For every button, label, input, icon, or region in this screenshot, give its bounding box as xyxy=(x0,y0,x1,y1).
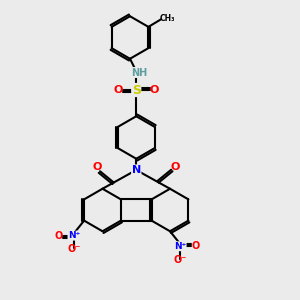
Text: N⁺: N⁺ xyxy=(68,231,80,240)
Text: N⁺: N⁺ xyxy=(174,242,186,251)
Text: O: O xyxy=(92,163,102,172)
Text: O⁻: O⁻ xyxy=(68,244,81,254)
Text: S: S xyxy=(132,83,141,97)
Text: NH: NH xyxy=(130,68,147,77)
Text: O: O xyxy=(113,85,123,95)
Text: CH₃: CH₃ xyxy=(159,14,175,22)
Text: O⁻: O⁻ xyxy=(173,255,187,265)
Text: O: O xyxy=(171,163,180,172)
Text: O: O xyxy=(191,241,200,251)
Text: O: O xyxy=(55,231,63,241)
Text: O: O xyxy=(150,85,159,95)
Text: N: N xyxy=(132,165,141,175)
